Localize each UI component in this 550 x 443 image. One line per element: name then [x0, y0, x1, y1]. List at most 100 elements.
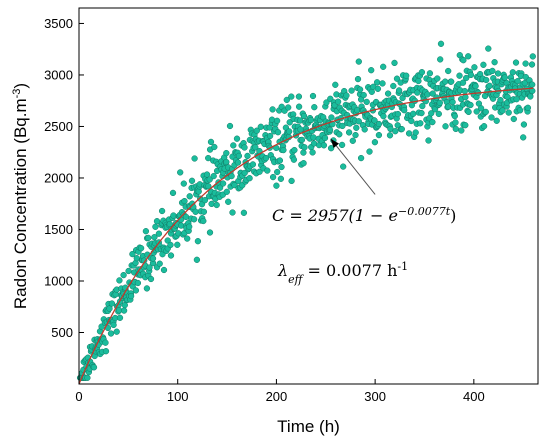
data-point: [418, 109, 425, 117]
data-point: [193, 256, 201, 263]
data-point: [190, 216, 198, 223]
data-point: [246, 175, 253, 182]
data-point: [375, 131, 383, 139]
data-point: [151, 234, 158, 241]
data-point: [491, 59, 498, 66]
data-point: [195, 188, 202, 195]
data-point: [355, 58, 362, 65]
data-point: [398, 125, 405, 133]
data-point: [336, 131, 343, 138]
data-point: [113, 328, 120, 335]
data-point: [194, 238, 202, 245]
data-point: [134, 279, 142, 287]
data-point: [223, 158, 230, 166]
data-point: [129, 250, 136, 258]
data-point: [461, 87, 468, 95]
data-point: [452, 125, 459, 133]
data-point: [264, 167, 271, 174]
data-point: [354, 75, 362, 83]
data-point: [412, 129, 419, 136]
data-point: [180, 180, 187, 187]
data-point: [210, 172, 217, 180]
data-point: [392, 128, 399, 135]
data-point: [108, 300, 116, 307]
data-point: [110, 321, 117, 329]
data-point: [127, 292, 135, 300]
data-point: [486, 82, 493, 89]
x-tick-label: 100: [167, 389, 189, 404]
data-point: [278, 163, 285, 171]
data-point: [528, 61, 536, 68]
data-point: [379, 80, 386, 87]
data-point: [340, 163, 347, 170]
data-point: [480, 123, 488, 130]
data-point: [291, 146, 298, 154]
data-point: [380, 113, 387, 120]
data-point: [280, 146, 287, 154]
data-point: [164, 237, 171, 244]
data-point: [252, 144, 259, 151]
data-point: [429, 90, 436, 97]
y-tick-label: 3000: [44, 67, 73, 82]
data-point: [449, 98, 456, 106]
data-point: [512, 59, 520, 66]
data-point: [208, 200, 215, 208]
data-point: [145, 234, 152, 242]
data-point: [288, 93, 295, 100]
data-point: [286, 128, 293, 135]
data-point: [106, 305, 113, 312]
y-axis-title-base: Radon Concentration (Bq.m: [11, 98, 30, 309]
data-point: [147, 275, 155, 283]
data-point: [155, 230, 163, 237]
data-point: [472, 82, 479, 90]
fit-equation-exponent: −0.0077t: [398, 205, 451, 218]
data-point: [309, 149, 316, 156]
data-point: [120, 271, 127, 279]
data-point: [300, 160, 307, 167]
data-point: [192, 208, 199, 215]
data-point: [273, 117, 281, 124]
data-point: [493, 117, 500, 124]
data-point: [225, 198, 232, 205]
data-point: [391, 59, 398, 67]
data-point: [300, 149, 307, 156]
data-point: [320, 142, 328, 149]
data-point: [473, 108, 480, 115]
data-point: [269, 173, 277, 181]
data-point: [501, 74, 508, 81]
data-point: [349, 137, 356, 144]
data-point: [241, 169, 248, 177]
data-point: [355, 118, 362, 125]
data-point: [228, 172, 235, 180]
data-point: [213, 201, 220, 209]
data-point: [513, 96, 520, 103]
data-point: [142, 228, 150, 235]
data-point: [169, 189, 177, 197]
data-point: [442, 78, 449, 85]
y-axis-title: Radon Concentration (Bq.m-3): [11, 83, 30, 309]
data-point: [489, 67, 496, 75]
fit-equation-rhs: ): [450, 206, 456, 225]
data-point: [414, 89, 421, 96]
data-point: [288, 177, 295, 185]
data-point: [160, 266, 168, 274]
y-tick-label: 2500: [44, 119, 73, 134]
data-point: [107, 330, 115, 337]
data-point: [514, 77, 521, 85]
data-point: [338, 141, 346, 149]
data-point: [102, 339, 109, 346]
data-point: [244, 152, 251, 160]
data-point: [326, 126, 334, 134]
data-point: [310, 134, 317, 141]
data-point: [178, 222, 185, 229]
data-point: [424, 91, 431, 98]
data-point: [156, 260, 163, 267]
data-point: [191, 155, 198, 162]
data-point: [230, 142, 237, 149]
data-point: [419, 102, 426, 110]
data-point: [374, 85, 382, 92]
data-point: [205, 154, 212, 162]
data-point: [132, 287, 140, 294]
data-point: [231, 181, 238, 189]
data-point: [206, 176, 213, 183]
